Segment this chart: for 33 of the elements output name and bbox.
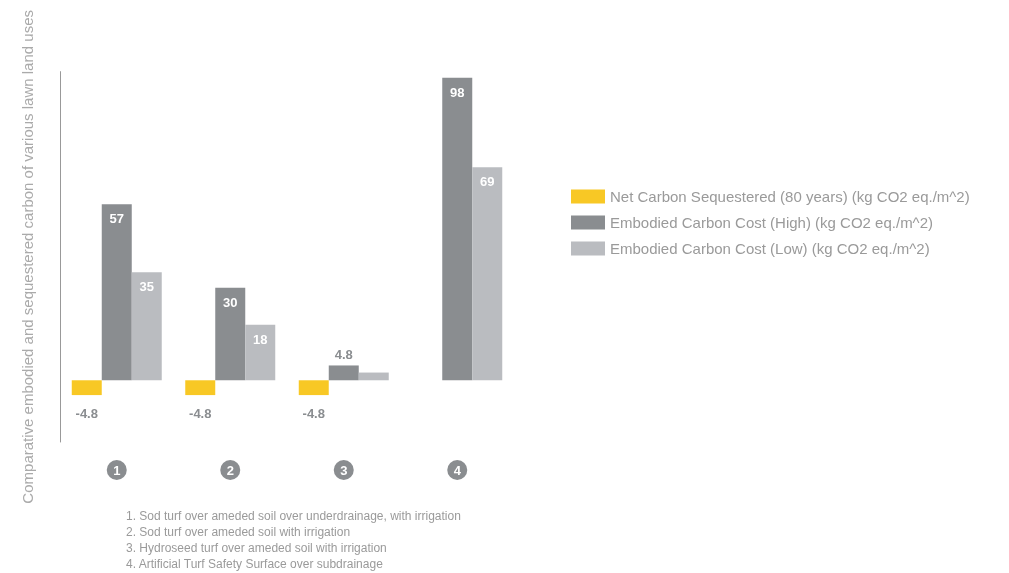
bar (245, 324, 276, 381)
text: 4. Artificial Turf Safety Surface over subdrainage (126, 557, 384, 571)
legend-label: Net Carbon Sequestered (80 years) (kg CO2 eq./m^2) (610, 188, 970, 205)
data-label: -4.8 (302, 406, 325, 422)
x-tick-label: 1 (113, 462, 121, 478)
legend-label: Embodied Carbon Cost (Low) (kg CO2 eq./m^2) (610, 240, 930, 257)
y-axis-title: Comparative embodied and sequestered carbon of various lawn land uses (18, 9, 36, 504)
data-label: 4.8 (334, 347, 353, 363)
bar (298, 380, 329, 396)
legend-label: Embodied Carbon Cost (High) (kg CO2 eq./m^2) (610, 214, 933, 231)
bar (472, 167, 503, 381)
data-label: 57 (109, 211, 124, 227)
data-label: 18 (253, 331, 268, 347)
data-label: 35 (139, 279, 154, 295)
data-label: 30 (223, 294, 238, 310)
text: 2. Sod turf over ameded soil with irrigation (126, 525, 351, 539)
data-label: 98 (450, 84, 465, 100)
text: 3. Hydroseed turf over ameded soil with irrigation (126, 541, 387, 555)
bar (328, 365, 359, 381)
bar (442, 77, 473, 381)
text: 1. Sod turf over ameded soil over underdrainage, with irrigation (126, 509, 461, 523)
data-label: 69 (480, 174, 495, 190)
x-tick-label: 2 (226, 462, 234, 478)
x-tick-label: 3 (340, 462, 348, 478)
data-label: -4.8 (189, 406, 212, 422)
bar (185, 380, 216, 396)
data-label: -4.8 (75, 406, 98, 422)
bar (358, 372, 389, 381)
x-tick-label: 4 (453, 462, 462, 478)
bar (131, 272, 162, 381)
bar (215, 287, 246, 381)
bar (101, 204, 132, 381)
bar (71, 380, 102, 396)
